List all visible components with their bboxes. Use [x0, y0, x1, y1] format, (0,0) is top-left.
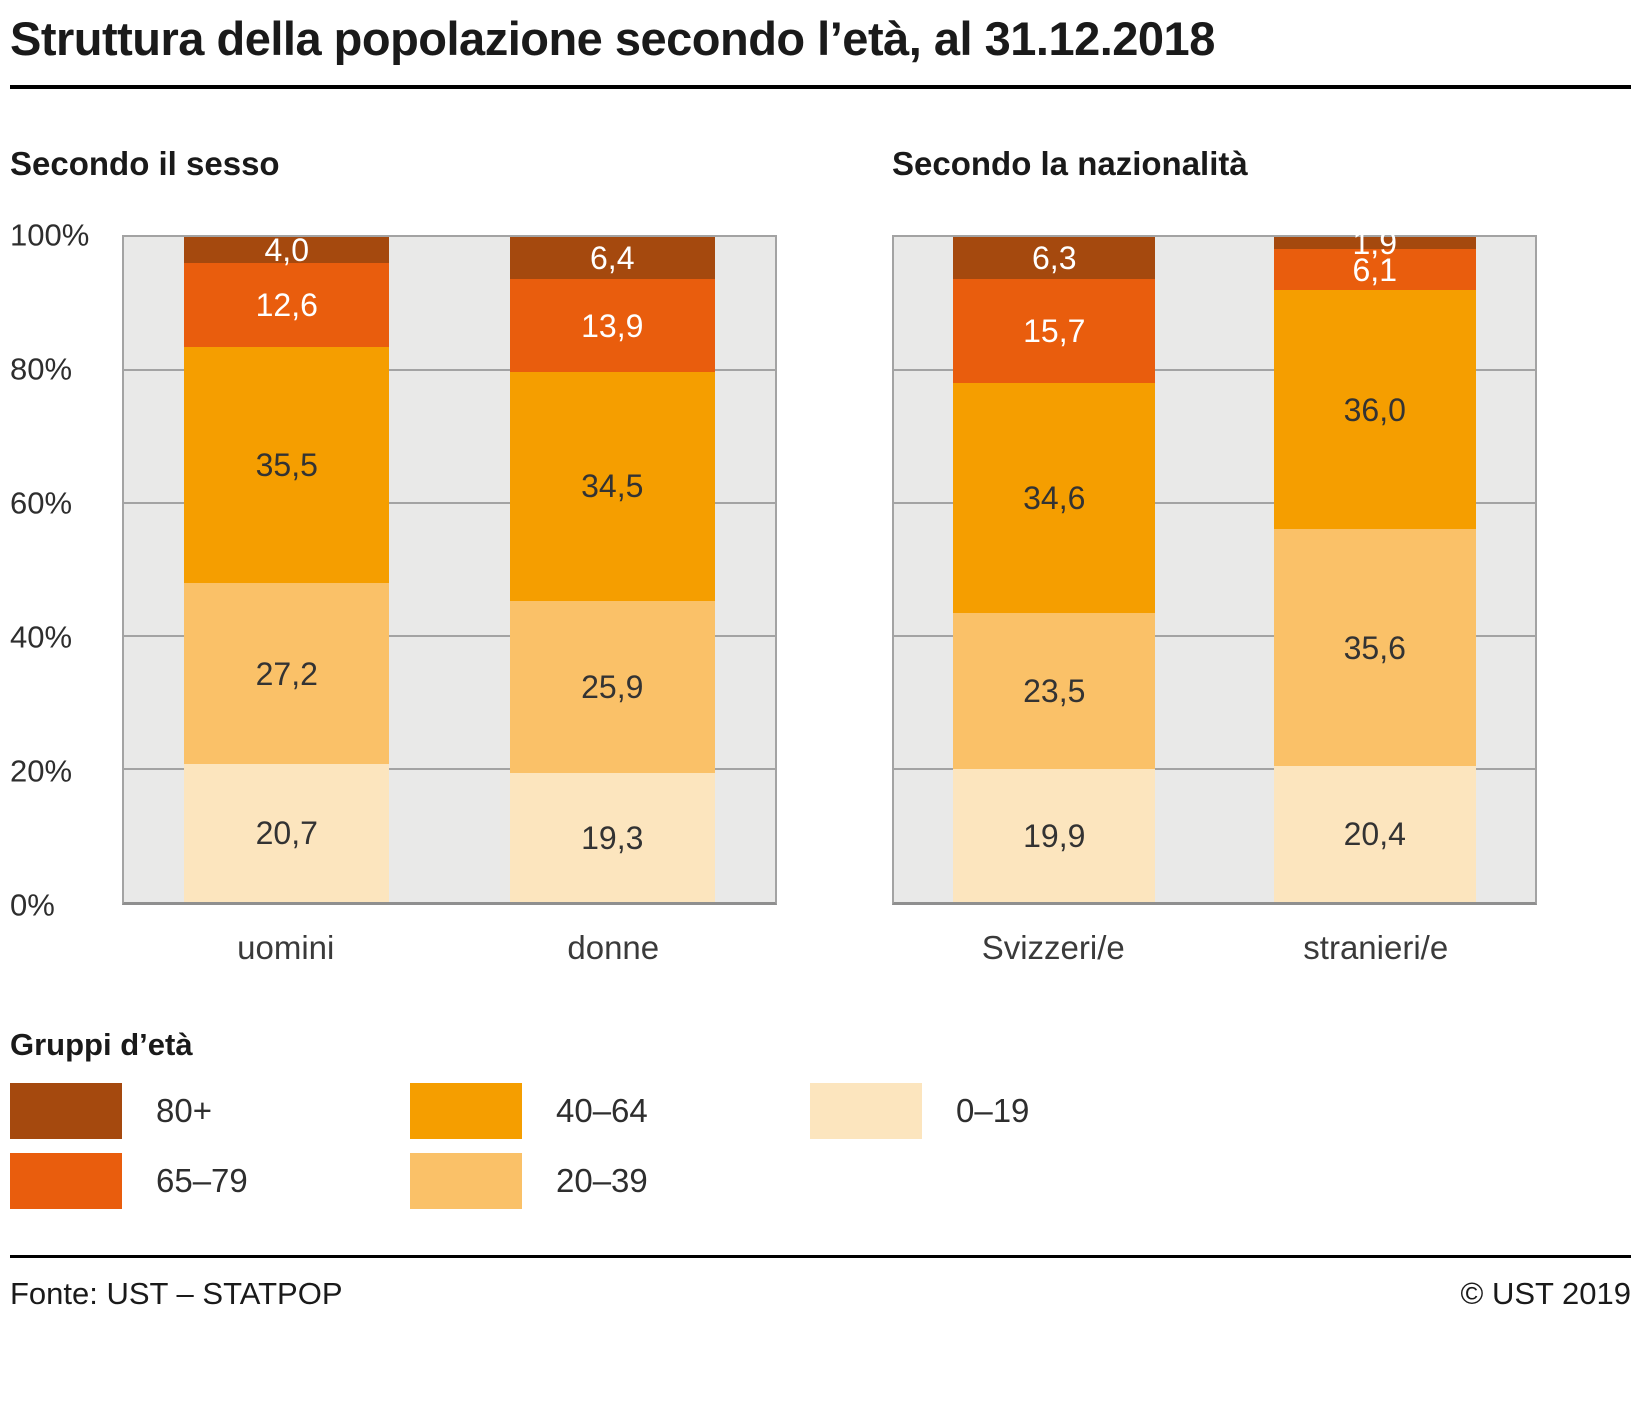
bar-segment: 15,7 — [953, 278, 1156, 384]
x-axis-labels-nationality: Svizzeri/e stranieri/e — [892, 929, 1537, 967]
stacked-bar: 4,0 12,6 35,5 27,2 20,7 — [184, 232, 390, 902]
bar-segment: 20,7 — [184, 764, 390, 902]
category-label: Svizzeri/e — [981, 928, 1125, 966]
legend-swatch-0-19 — [810, 1082, 922, 1139]
segment-value-label: 19,9 — [1023, 817, 1086, 854]
chart-by-sex-title: Secondo il sesso — [10, 144, 280, 182]
segment-value-label: 1,9 — [1352, 225, 1397, 262]
segment-value-label: 12,6 — [255, 287, 318, 324]
y-axis-label: 20% — [10, 753, 73, 789]
stacked-bar: 1,9 6,1 36,0 35,6 20,4 — [1273, 227, 1476, 902]
plot-area-nationality: 6,3 15,7 34,6 23,5 19,9 1,9 6,1 36,0 35,6 20,4 — [892, 227, 1537, 905]
legend-title: Gruppi d’età — [10, 1026, 193, 1062]
category-label: donne — [567, 928, 660, 966]
chart-by-nationality-title: Secondo la nazionalità — [892, 144, 1248, 182]
legend: Gruppi d’età 80+ 65–79 40–64 20–39 0–19 — [10, 1027, 1631, 1209]
gridline — [124, 501, 775, 504]
segment-value-label: 34,5 — [581, 468, 644, 505]
category-label: uomini — [237, 928, 335, 966]
bar-segment: 36,0 — [1273, 289, 1476, 530]
footer: Fonte: UST – STATPOP © UST 2019 — [10, 1258, 1631, 1312]
y-axis-label: 60% — [10, 485, 73, 521]
segment-value-label: 4,0 — [264, 232, 309, 269]
segment-value-label: 35,5 — [255, 447, 318, 484]
gridline — [894, 634, 1535, 637]
footer-source: Fonte: UST – STATPOP — [10, 1275, 343, 1311]
legend-label: 65–79 — [156, 1161, 248, 1199]
segment-value-label: 19,3 — [581, 819, 644, 856]
legend-item-20-39: 20–39 — [410, 1152, 810, 1209]
segment-value-label: 6,3 — [1032, 239, 1077, 276]
segment-value-label: 20,7 — [255, 814, 318, 851]
page-title: Struttura della popolazione secondo l’et… — [10, 12, 1215, 65]
y-axis-label: 100% — [10, 217, 90, 253]
bar-segment: 13,9 — [509, 279, 715, 372]
gridline — [124, 634, 775, 637]
legend-label: 0–19 — [956, 1091, 1030, 1129]
legend-label: 80+ — [156, 1091, 212, 1129]
plot-area-sex: 4,0 12,6 35,5 27,2 20,7 6,4 13,9 34,5 25,9 19,3 — [122, 232, 777, 905]
charts-row: Secondo il sesso 0% 20% 40% 60% 80% 100% 4,0 1… — [10, 145, 1631, 967]
segment-value-label: 15,7 — [1023, 312, 1086, 349]
bar-segment: 34,6 — [953, 383, 1156, 614]
y-axis-label: 80% — [10, 351, 73, 387]
segment-value-label: 27,2 — [255, 655, 318, 692]
segment-value-label: 13,9 — [581, 307, 644, 344]
legend-swatch-65-79 — [10, 1152, 122, 1209]
segment-value-label: 6,1 — [1352, 251, 1397, 288]
bar-segment: 35,5 — [184, 347, 390, 584]
bar-segment: 12,6 — [184, 263, 390, 348]
chart-by-sex: Secondo il sesso 0% 20% 40% 60% 80% 100% 4,0 1… — [10, 145, 777, 967]
gridline — [124, 368, 775, 371]
y-axis-label: 40% — [10, 619, 73, 655]
legend-swatch-20-39 — [410, 1152, 522, 1209]
segment-value-label: 23,5 — [1023, 673, 1086, 710]
legend-item-80plus: 80+ — [10, 1082, 410, 1139]
stacked-bar: 6,3 15,7 34,6 23,5 19,9 — [953, 236, 1156, 902]
stacked-bar: 6,4 13,9 34,5 25,9 19,3 — [509, 236, 715, 902]
bars-container: 4,0 12,6 35,5 27,2 20,7 6,4 13,9 34,5 25,9 19,3 — [124, 232, 775, 902]
segment-value-label: 20,4 — [1343, 815, 1406, 852]
bar-segment: 6,1 — [1273, 249, 1476, 290]
segment-value-label: 6,4 — [590, 240, 635, 277]
bar-segment: 27,2 — [184, 583, 390, 765]
bar-segment: 6,3 — [953, 236, 1156, 279]
bar-segment: 35,6 — [1273, 529, 1476, 767]
segment-value-label: 35,6 — [1343, 629, 1406, 666]
segment-value-label: 34,6 — [1023, 480, 1086, 517]
footer-rule — [10, 1254, 1631, 1258]
category-label: stranieri/e — [1303, 928, 1449, 966]
bar-segment: 4,0 — [184, 232, 390, 269]
bar-segment: 19,9 — [953, 769, 1156, 902]
bar-segment: 20,4 — [1273, 766, 1476, 902]
legend-item-65-79: 65–79 — [10, 1152, 410, 1209]
segment-value-label: 36,0 — [1343, 391, 1406, 428]
title-rule — [10, 84, 1631, 89]
bar-segment: 1,9 — [1273, 227, 1476, 259]
gridline — [894, 501, 1535, 504]
y-axis: 0% 20% 40% 60% 80% 100% — [10, 219, 122, 920]
legend-label: 40–64 — [556, 1091, 648, 1129]
legend-swatch-80plus — [10, 1082, 122, 1139]
bars-container: 6,3 15,7 34,6 23,5 19,9 1,9 6,1 36,0 35,6 20,4 — [894, 227, 1535, 902]
legend-item-0-19: 0–19 — [810, 1082, 1631, 1139]
legend-label: 20–39 — [556, 1161, 648, 1199]
bar-segment: 25,9 — [509, 601, 715, 774]
gridline — [894, 368, 1535, 371]
x-axis-labels-sex: uomini donne — [122, 929, 777, 967]
chart-by-nationality: Secondo la nazionalità 6,3 15,7 34,6 23,5 19… — [892, 145, 1537, 967]
legend-item-40-64: 40–64 — [410, 1082, 810, 1139]
bar-segment: 6,4 — [509, 236, 715, 280]
bar-segment: 23,5 — [953, 613, 1156, 770]
segment-value-label: 25,9 — [581, 669, 644, 706]
bar-segment: 19,3 — [509, 773, 715, 902]
gridline — [124, 767, 775, 770]
legend-swatch-40-64 — [410, 1082, 522, 1139]
gridline — [894, 767, 1535, 770]
y-axis-label: 0% — [10, 887, 55, 923]
bar-segment: 34,5 — [509, 371, 715, 602]
footer-copyright: © UST 2019 — [1460, 1275, 1631, 1311]
